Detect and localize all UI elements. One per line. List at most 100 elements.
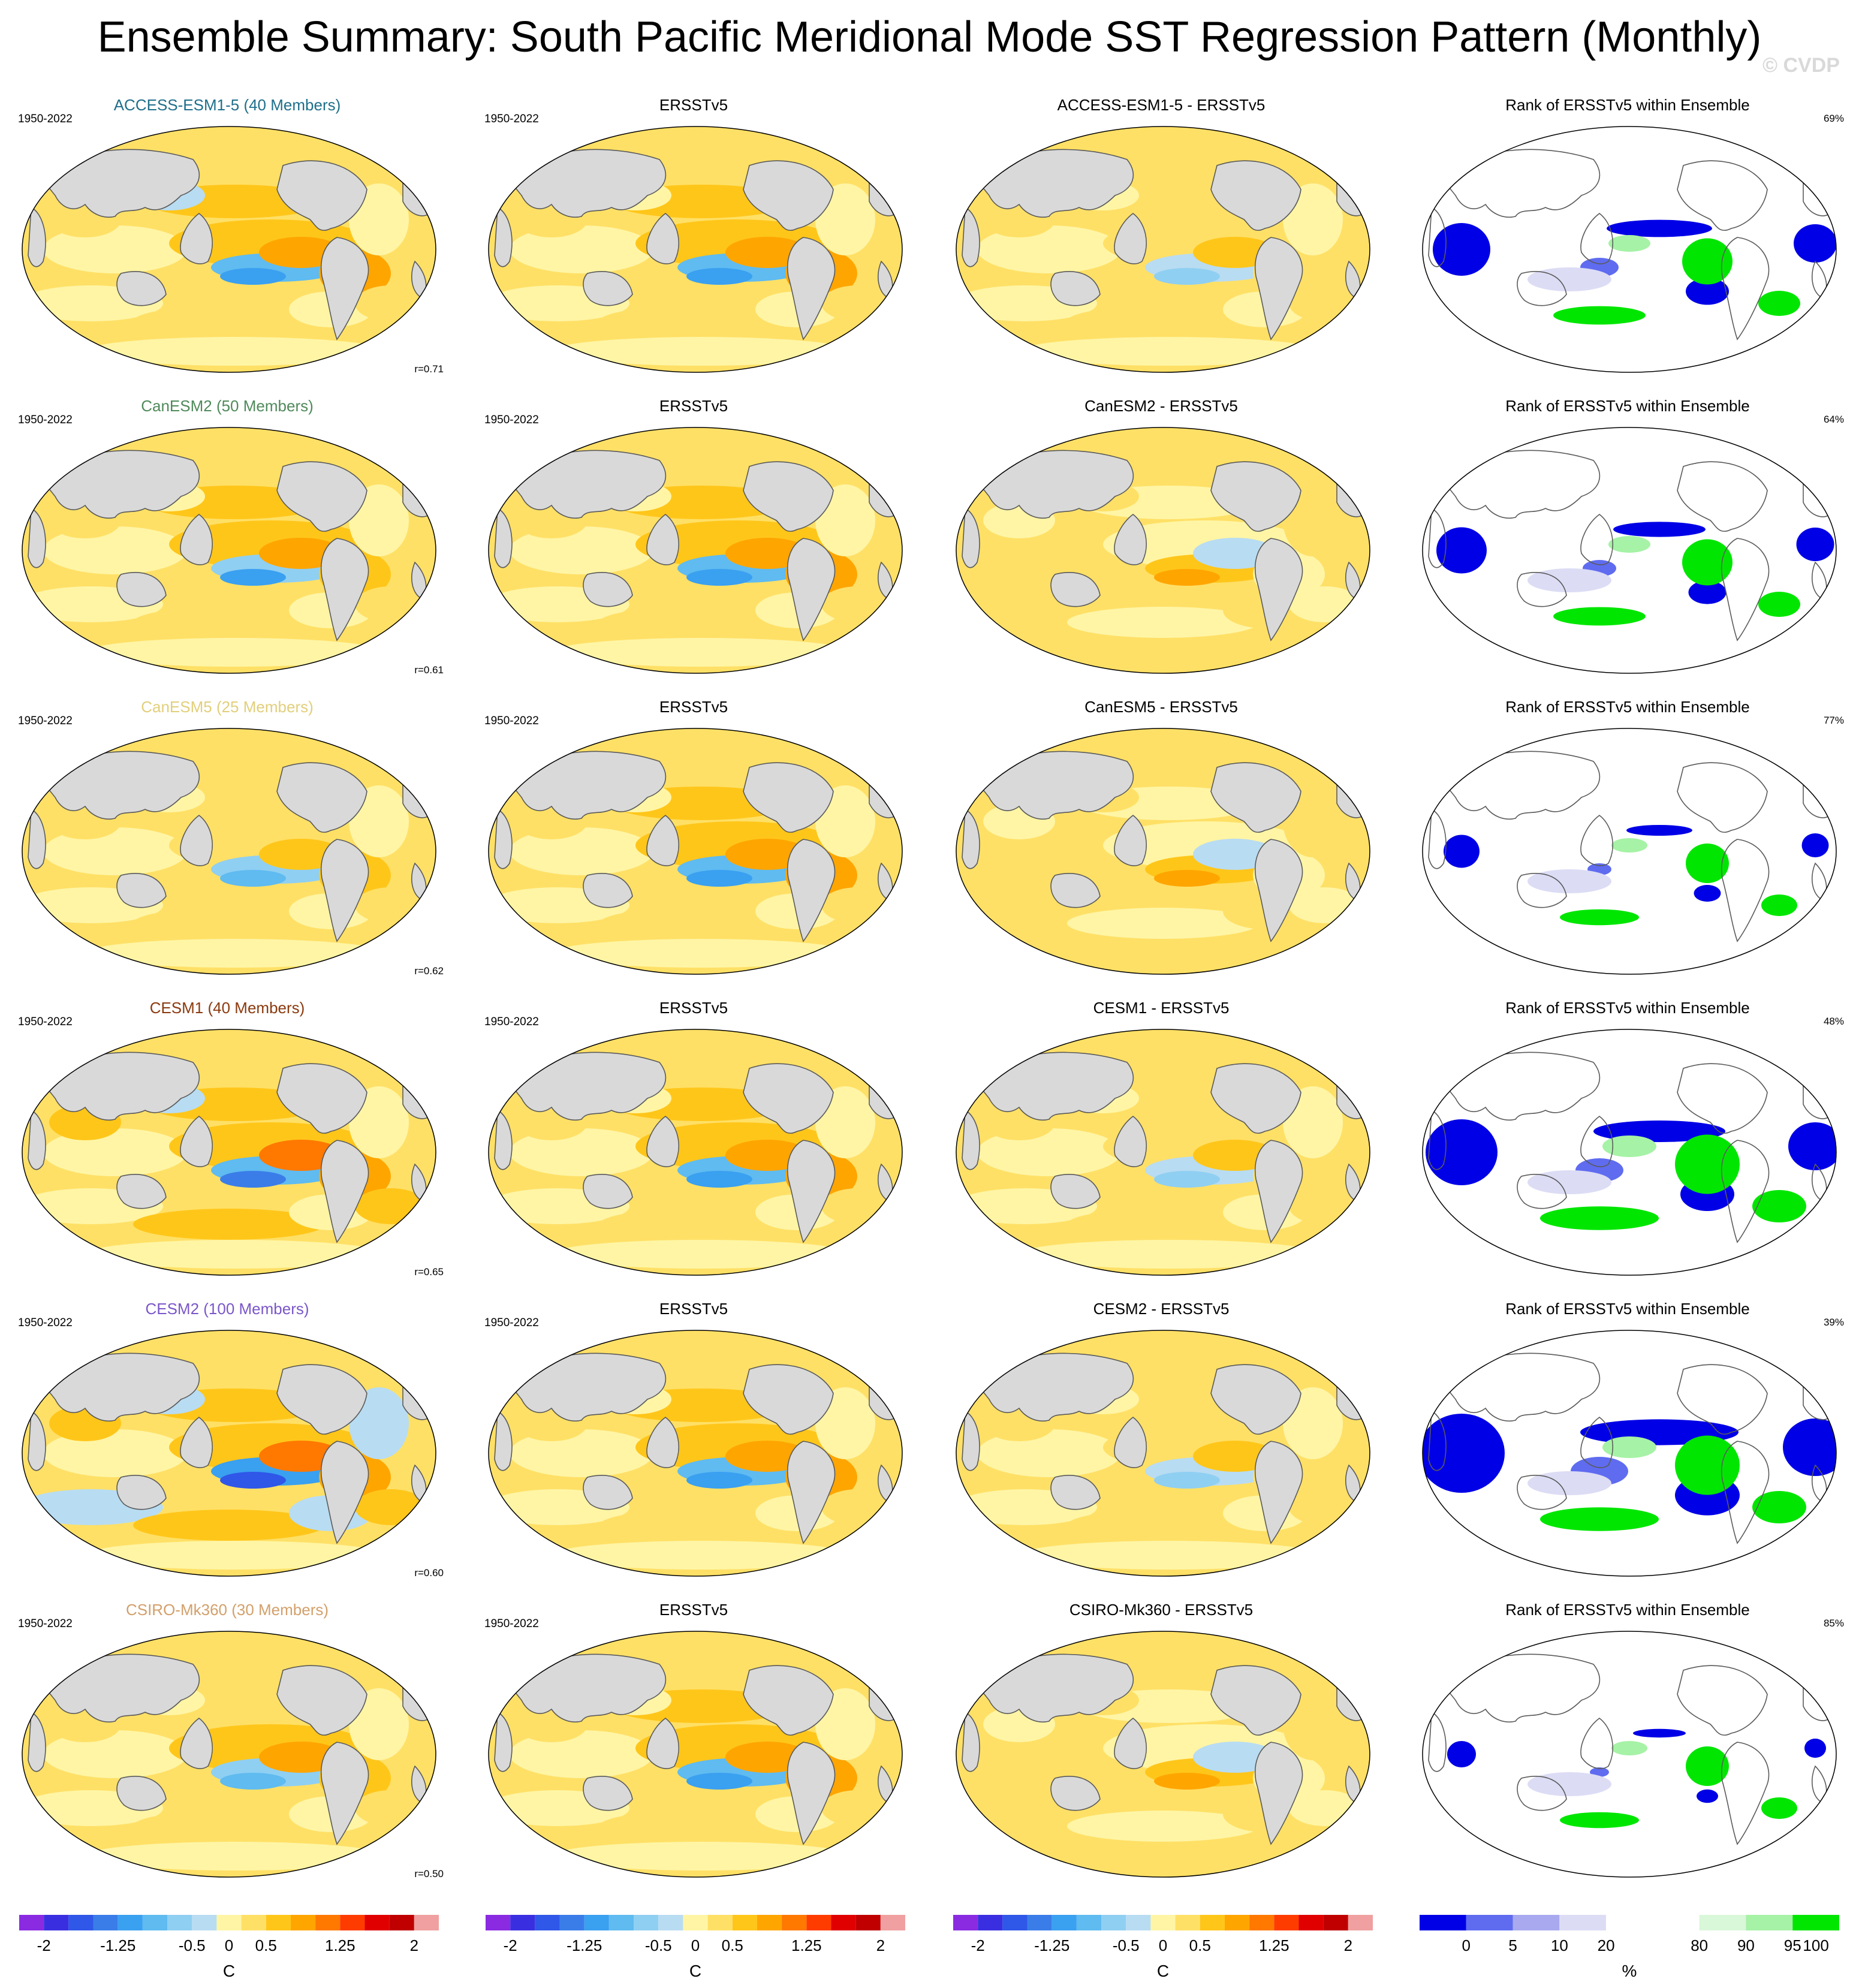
continent-outline (494, 206, 513, 267)
colorbar-swatch (1512, 1915, 1560, 1930)
rank-low-region (1686, 278, 1729, 305)
sst-anomaly-region (977, 1128, 1121, 1176)
colorbar-swatch (1051, 1915, 1077, 1930)
sst-anomaly-region (1067, 1510, 1259, 1541)
continent-outline (1050, 271, 1101, 306)
model-panel: CESM2 (100 Members) 1950-2022 r=0.60 (6, 1299, 448, 1584)
colorbar-tick-label: 10 (1551, 1936, 1568, 1954)
rank-mid-region (1527, 568, 1611, 592)
panel-title: CESM1 - ERSSTv5 (1093, 999, 1230, 1017)
observed-map (488, 728, 903, 975)
rank-low-region (1626, 825, 1692, 836)
continent-outline (28, 206, 46, 267)
continent-outline (276, 1063, 367, 1134)
map-container (19, 1026, 439, 1278)
panel-title: CESM2 - ERSSTv5 (1093, 1300, 1230, 1318)
colorbar-swatch (192, 1915, 217, 1930)
colorbar-swatch (315, 1915, 341, 1930)
map-border (1422, 126, 1837, 373)
continent-outline (321, 1742, 369, 1845)
continent-outline (180, 513, 213, 565)
obs-panel: ERSSTv5 1950-2022 (472, 396, 915, 681)
continent-outline (976, 751, 1134, 820)
continent-outline (1428, 1109, 1447, 1170)
panel-title: CESM1 (40 Members) (149, 999, 305, 1017)
colorbar-tick-label: 80 (1691, 1936, 1708, 1954)
continent-outline (42, 450, 200, 519)
continent-outline (494, 1711, 513, 1772)
observed-map (488, 126, 903, 373)
sst-anomaly-region (220, 1171, 286, 1188)
continent-outline (494, 1109, 513, 1170)
continent-outline (508, 149, 667, 218)
model-map (22, 1631, 436, 1878)
colorbar-tick-label: -2 (37, 1936, 51, 1954)
obs-panel: ERSSTv5 1950-2022 (472, 1600, 915, 1885)
continent-outline (42, 751, 200, 820)
sst-anomaly-region (43, 1730, 187, 1778)
rank-high-region (1758, 592, 1800, 617)
period-label: 1950-2022 (484, 1016, 539, 1028)
continent-outline (1721, 237, 1770, 341)
difference-map (956, 126, 1370, 373)
continent-outline (1580, 814, 1613, 866)
colorbar-swatch (1466, 1915, 1513, 1930)
panel-title: ERSSTv5 (659, 96, 728, 114)
panel-title: Rank of ERSSTv5 within Ensemble (1505, 999, 1750, 1017)
continent-outline (743, 762, 834, 833)
colorbar-tick-label: -1.25 (100, 1936, 135, 1954)
colorbar-swatch (1224, 1915, 1250, 1930)
colorbar-swatch (117, 1915, 143, 1930)
rank-map (1422, 728, 1837, 975)
colorbar-tick-label: 0.5 (255, 1936, 277, 1954)
rank-high-region (1540, 1206, 1659, 1230)
continent-outline (1428, 808, 1447, 869)
model-panel: ACCESS-ESM1-5 (40 Members) 1950-2022 r=0.7… (6, 95, 448, 380)
map-border (22, 728, 436, 975)
rank-low-region (1423, 1414, 1505, 1493)
continent-outline (1517, 572, 1567, 607)
sst-anomaly-region (220, 870, 286, 887)
map-container (953, 1026, 1373, 1278)
colorbar-swatch (1002, 1915, 1028, 1930)
temperature-colorbar: -2 -1.25 -0.5 0 0.5 1.25 2 C (953, 1912, 1373, 1980)
sst-anomaly-region (1019, 1842, 1319, 1870)
continent-outline (28, 808, 46, 869)
period-label: 1950-2022 (18, 1617, 73, 1630)
sst-anomaly-region (1019, 939, 1319, 968)
rank-high-region (1608, 235, 1650, 252)
rank-high-region (1608, 536, 1650, 553)
colorbar-swatch (68, 1915, 94, 1930)
continent-outline (1580, 212, 1613, 264)
sst-anomaly-region (1154, 1472, 1220, 1489)
colorbar-swatch (1150, 1915, 1176, 1930)
continent-outline (1050, 873, 1101, 908)
map-container (19, 1327, 439, 1579)
continent-outline (1210, 160, 1301, 231)
rank-mid-region (1527, 1772, 1611, 1796)
rank-high-region (1553, 306, 1646, 325)
colorbar-swatch (1606, 1915, 1653, 1930)
rank-mid-region (1527, 267, 1611, 291)
colorbar-tick-label: -1.25 (567, 1936, 602, 1954)
continent-outline (976, 149, 1134, 218)
colorbar-swatch (1348, 1915, 1373, 1930)
continent-outline (1255, 538, 1303, 641)
temperature-colorbar: -2 -1.25 -0.5 0 0.5 1.25 2 C (19, 1912, 439, 1980)
sst-anomaly-region (686, 569, 752, 586)
map-border (488, 728, 903, 975)
continent-outline (646, 814, 679, 866)
diff-panel: CanESM5 - ERSSTv5 (940, 697, 1382, 982)
continent-outline (1428, 1711, 1447, 1772)
map-container (953, 1628, 1373, 1880)
map-container (486, 124, 905, 375)
continent-outline (1114, 1717, 1147, 1769)
map-container (19, 424, 439, 676)
map-container (486, 725, 905, 977)
rank-high-region (1761, 1797, 1797, 1819)
sst-anomaly-region (133, 1510, 325, 1541)
map-border (956, 427, 1370, 674)
map-border (956, 1029, 1370, 1276)
observed-map (488, 427, 903, 674)
rank-high-region (1611, 838, 1647, 853)
